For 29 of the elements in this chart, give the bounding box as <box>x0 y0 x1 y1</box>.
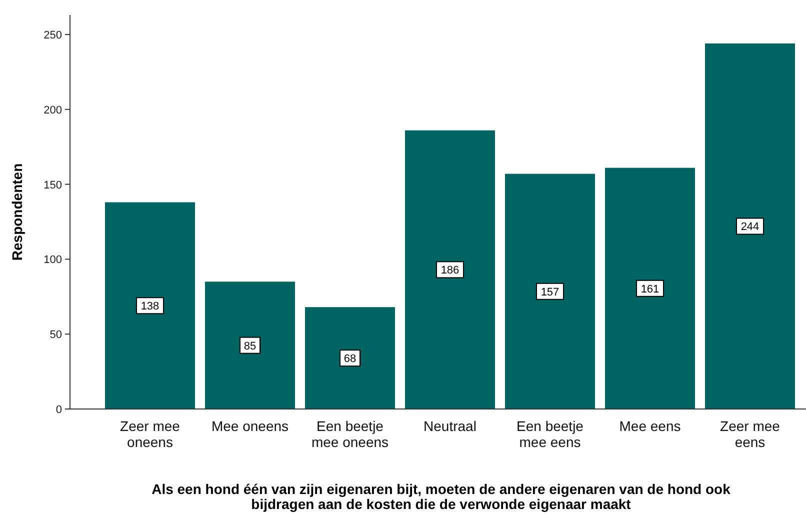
data-label: 244 <box>740 221 760 234</box>
x-tick-label: Mee oneens <box>211 418 289 434</box>
bar <box>205 282 295 409</box>
x-axis-title: Als een hond één van zijn eigenaren bijt, moeten de andere eigenaren van de hond ook bijdragen aan de kosten die de verwonde eigenaar maakt <box>152 481 731 512</box>
x-tick-label: Zeer mee eens <box>720 418 780 450</box>
bar <box>305 307 395 409</box>
x-tick-label: Zeer mee oneens <box>120 418 180 450</box>
bar <box>505 174 595 409</box>
bar <box>105 202 195 409</box>
y-tick-label: 50 <box>50 329 62 342</box>
data-label: 161 <box>640 283 660 296</box>
x-tick-label: Mee eens <box>619 418 681 434</box>
bar <box>405 130 495 409</box>
data-label: 85 <box>244 340 256 352</box>
data-label: 68 <box>344 353 356 366</box>
x-tick-label: Een beetje mee oneens <box>311 418 389 450</box>
x-tick-label: Een beetje mee eens <box>516 418 584 450</box>
data-label: 138 <box>140 300 160 313</box>
y-axis-title: Respondenten <box>9 163 25 261</box>
x-tick-label: Neutraal <box>424 418 476 434</box>
y-tick-label: 250 <box>44 29 62 42</box>
y-tick-label: 200 <box>44 104 62 116</box>
data-label: 186 <box>440 264 460 277</box>
y-tick-label: 0 <box>56 404 62 416</box>
data-label: 157 <box>540 286 560 298</box>
bar <box>605 168 695 409</box>
y-tick-label: 150 <box>44 179 62 192</box>
bar <box>705 43 795 409</box>
y-tick-label: 100 <box>44 254 62 266</box>
